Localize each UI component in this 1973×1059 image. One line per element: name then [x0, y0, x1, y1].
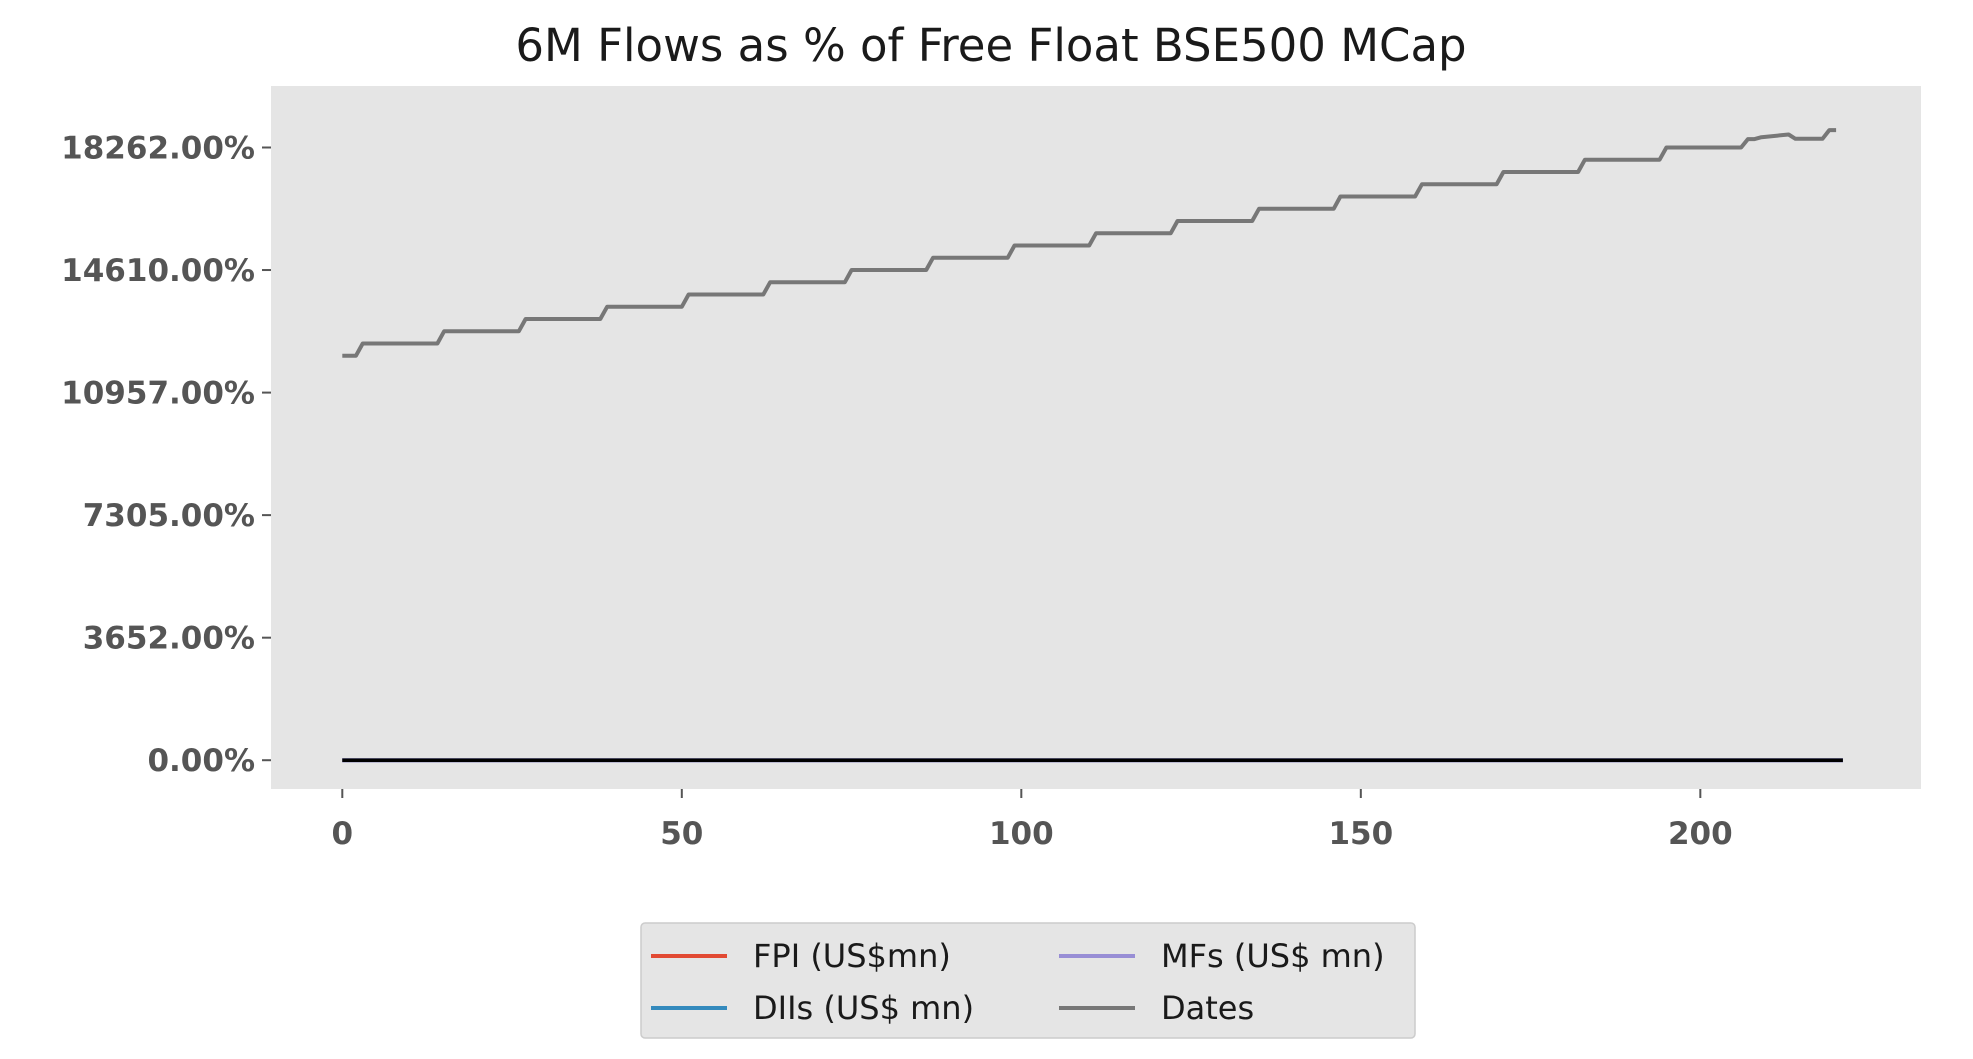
y-tick-label: 7305.00%: [83, 498, 255, 534]
legend-label-mfs-us-mn: MFs (US$ mn): [1161, 937, 1385, 975]
legend-label-dates: Dates: [1161, 989, 1254, 1027]
legend-label-fpi-us-mn: FPI (US$mn): [753, 937, 951, 975]
series-layer: [342, 128, 1843, 763]
y-tick-label: 18262.00%: [61, 130, 255, 166]
legend: FPI (US$mn) DIIs (US$ mn) MFs (US$ mn) Date…: [640, 922, 1416, 1039]
y-tick-label: 14610.00%: [61, 253, 255, 289]
x-tick-label: 100: [989, 816, 1054, 852]
x-tick-label: 150: [1328, 816, 1393, 852]
y-tick-label: 10957.00%: [61, 376, 255, 412]
series-line-dates: [342, 128, 1837, 358]
plot-area: [271, 86, 1921, 789]
chart-title: 6M Flows as % of Free Float BSE500 MCap: [515, 19, 1466, 72]
x-tick-label: 0: [332, 816, 354, 852]
x-tick-label: 50: [660, 816, 703, 852]
legend-label-diis-us-mn: DIIs (US$ mn): [753, 989, 974, 1027]
x-axis: 0 50 100 150 200: [332, 789, 1733, 852]
y-axis: 0.00% 3652.00% 7305.00% 10957.00% 14610.00% 1…: [61, 130, 271, 779]
y-tick-label: 0.00%: [147, 743, 255, 779]
x-tick-label: 200: [1668, 816, 1733, 852]
legend-box: [640, 922, 1416, 1039]
y-tick-label: 3652.00%: [83, 621, 255, 657]
